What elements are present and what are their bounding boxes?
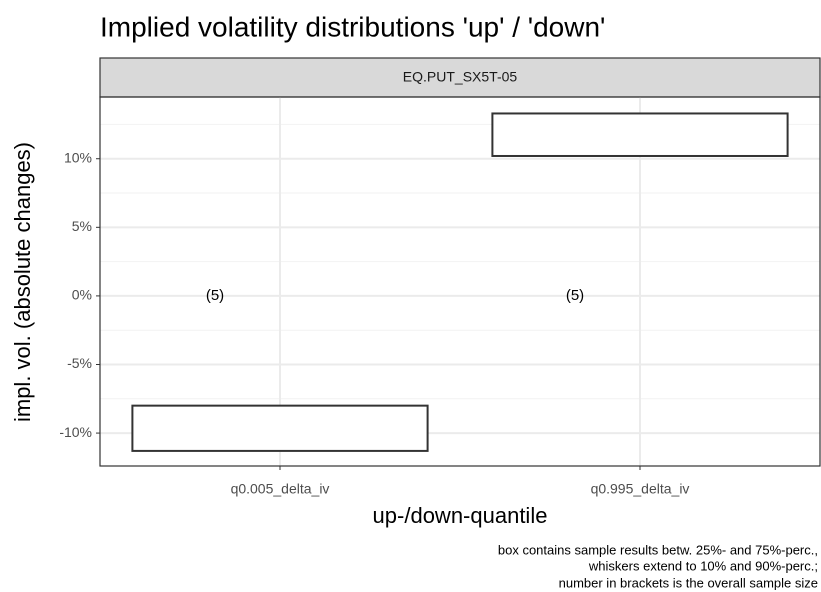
panel-border	[99, 96, 821, 467]
x-tick-label: q0.995_delta_iv	[591, 481, 690, 497]
count-label: (5)	[566, 287, 584, 304]
y-tick-label: 0%	[72, 287, 92, 303]
caption: number in brackets is the overall sample…	[559, 575, 818, 590]
y-tick-label: 10%	[64, 149, 92, 165]
caption: box contains sample results betw. 25%- a…	[498, 542, 818, 557]
count-label: (5)	[206, 287, 224, 304]
caption: whiskers extend to 10% and 90%-perc.;	[588, 558, 818, 573]
box	[491, 112, 789, 157]
chart-title: Implied volatility distributions 'up' / …	[100, 11, 605, 42]
facet-strip	[99, 57, 821, 98]
box	[131, 404, 429, 452]
y-tick-label: -5%	[67, 355, 92, 371]
facet-label: EQ.PUT_SX5T-05	[403, 69, 518, 85]
x-tick-label: q0.005_delta_iv	[231, 481, 330, 497]
y-tick-label: -10%	[59, 424, 92, 440]
y-axis-label: impl. vol. (absolute changes)	[10, 142, 35, 422]
y-tick-label: 5%	[72, 218, 92, 234]
x-axis-label: up-/down-quantile	[373, 503, 548, 528]
